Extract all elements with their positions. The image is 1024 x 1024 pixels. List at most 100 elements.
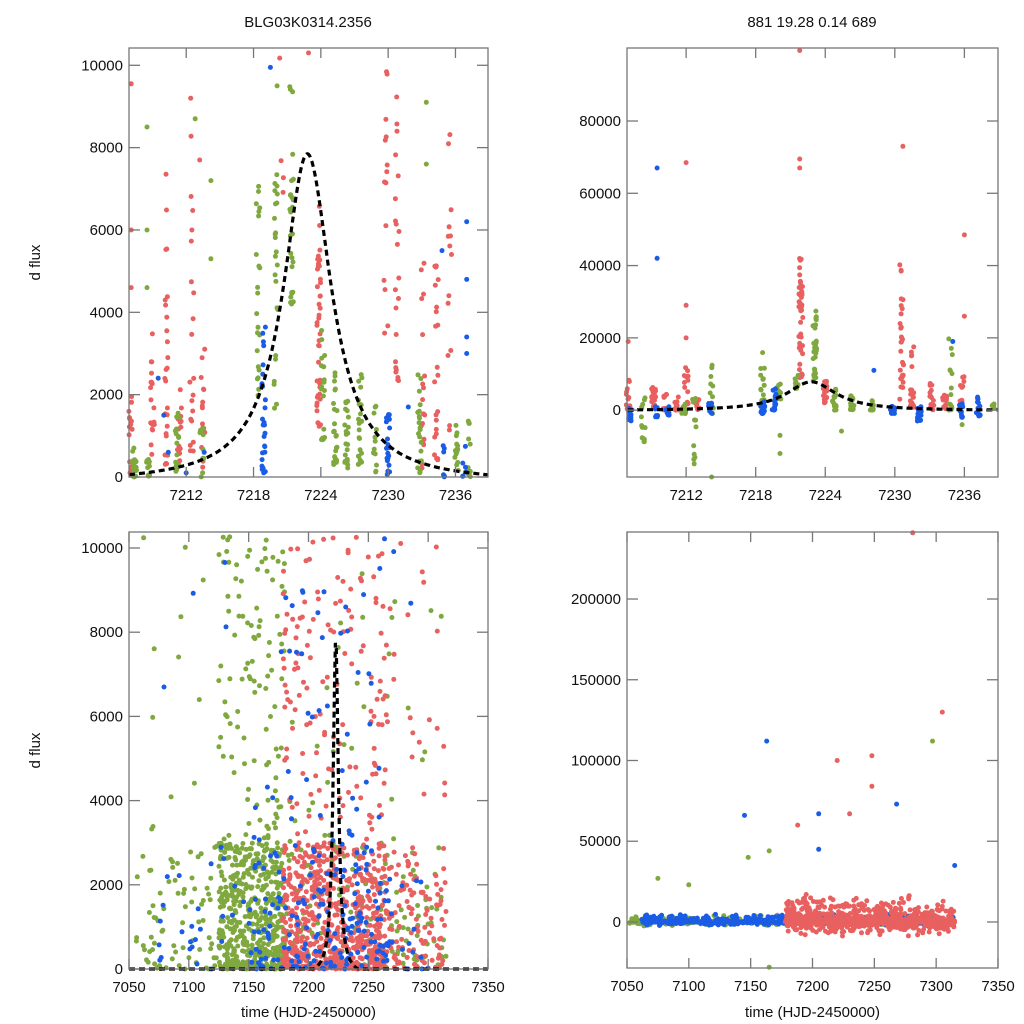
data-point-green — [168, 794, 174, 800]
data-point-red — [304, 685, 310, 691]
axes-frame — [128, 531, 489, 970]
data-point-green — [358, 384, 364, 390]
data-point-green — [275, 845, 281, 851]
data-point-blue — [266, 936, 272, 941]
data-point-blue — [251, 834, 257, 840]
data-point-green — [372, 438, 378, 444]
fit-curve — [627, 380, 998, 412]
data-point-green — [157, 890, 163, 896]
data-point-blue — [339, 768, 345, 774]
data-point-red — [177, 458, 183, 464]
axes-frame — [626, 47, 999, 478]
data-point-green — [188, 849, 194, 855]
data-point-blue — [376, 814, 382, 820]
data-point-red — [283, 929, 289, 935]
data-point-red — [393, 152, 399, 158]
data-point-blue — [248, 950, 254, 956]
data-point-green — [222, 963, 228, 969]
data-point-red — [433, 544, 439, 550]
data-point-red — [297, 853, 303, 859]
data-point-green — [245, 797, 251, 802]
data-point-blue — [460, 460, 466, 466]
data-point-green — [257, 683, 262, 689]
data-point-green — [186, 955, 192, 961]
data-point-green — [286, 858, 292, 863]
data-point-green — [279, 583, 285, 589]
data-point-blue — [386, 416, 392, 422]
data-point-red — [200, 421, 205, 427]
data-point-red — [439, 961, 445, 967]
data-point-blue — [324, 703, 330, 709]
data-point-red — [368, 950, 374, 956]
data-point-green — [256, 841, 262, 847]
data-point-green — [414, 933, 420, 939]
data-point-blue — [708, 410, 714, 416]
data-point-red — [897, 262, 903, 268]
data-point-red — [346, 608, 352, 613]
data-point-green — [176, 654, 182, 660]
data-point-blue — [263, 896, 268, 902]
data-point-green — [423, 99, 429, 105]
data-point-green — [218, 734, 224, 740]
data-point-red — [626, 377, 632, 383]
data-point-green — [149, 826, 155, 832]
data-point-green — [196, 697, 202, 703]
data-point-red — [907, 907, 913, 913]
data-point-green — [274, 840, 280, 846]
data-point-red — [326, 917, 332, 923]
data-point-red — [321, 853, 327, 859]
data-point-blue — [251, 929, 257, 935]
data-point-blue — [733, 921, 739, 926]
data-point-red — [288, 546, 294, 552]
data-point-blue — [757, 913, 763, 919]
data-point-red — [414, 861, 420, 867]
data-point-red — [683, 160, 689, 166]
data-point-green — [633, 914, 639, 920]
data-point-green — [262, 848, 267, 854]
data-point-blue — [399, 883, 405, 889]
data-point-green — [272, 946, 278, 952]
data-point-red — [316, 894, 322, 900]
data-point-red — [909, 352, 915, 358]
data-point-red — [421, 385, 426, 391]
data-point-blue — [384, 472, 390, 477]
data-point-green — [240, 874, 246, 880]
data-point-red — [418, 267, 424, 273]
data-point-red — [382, 853, 388, 859]
data-point-green — [416, 431, 421, 437]
data-point-green — [319, 337, 325, 343]
data-point-red — [149, 359, 155, 365]
data-point-red — [360, 855, 366, 861]
data-point-green — [949, 371, 955, 377]
data-point-green — [766, 964, 772, 970]
data-point-blue — [316, 708, 322, 714]
data-point-red — [859, 930, 864, 936]
data-point-red — [441, 846, 447, 851]
data-point-red — [797, 272, 803, 278]
data-point-green — [233, 857, 239, 863]
data-point-red — [163, 433, 169, 439]
data-point-red — [432, 379, 438, 385]
data-point-green — [144, 124, 150, 130]
data-point-red — [190, 316, 196, 322]
data-point-blue — [241, 899, 247, 905]
data-point-red — [797, 265, 803, 271]
data-point-red — [349, 661, 355, 667]
data-point-green — [235, 887, 241, 893]
data-point-green — [272, 913, 278, 919]
data-point-blue — [952, 863, 958, 868]
data-point-red — [394, 241, 400, 247]
data-point-red — [393, 218, 398, 224]
data-point-green — [175, 410, 181, 416]
data-point-blue — [270, 795, 276, 801]
data-point-blue — [347, 916, 353, 922]
data-point-blue — [259, 457, 265, 463]
data-point-red — [294, 935, 300, 941]
data-point-green — [230, 930, 236, 935]
data-point-green — [415, 372, 421, 378]
data-point-green — [761, 365, 767, 371]
data-point-blue — [653, 413, 659, 419]
data-point-red — [394, 939, 399, 945]
data-point-blue — [296, 959, 302, 965]
data-point-green — [429, 905, 435, 911]
